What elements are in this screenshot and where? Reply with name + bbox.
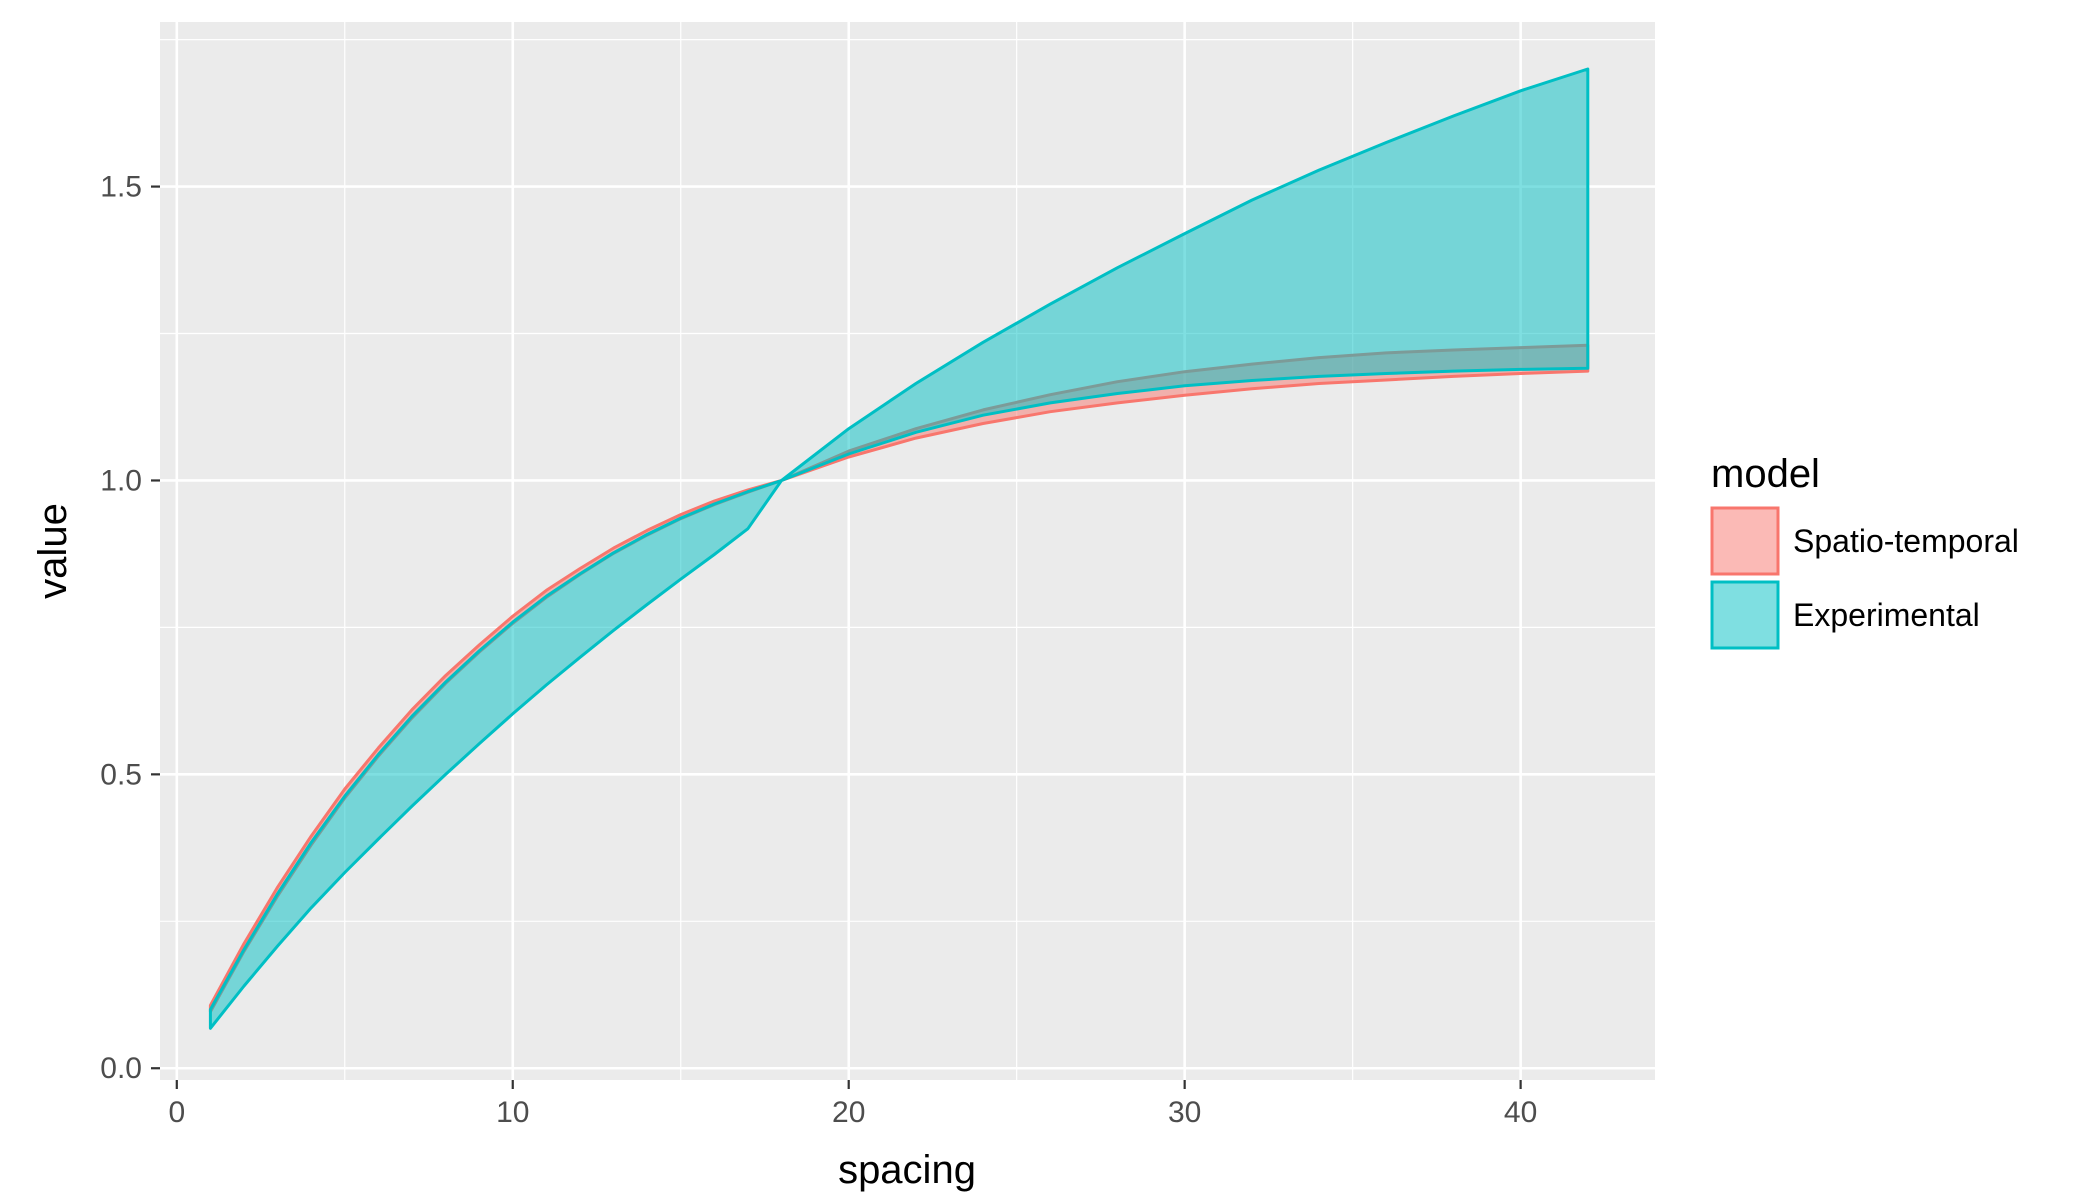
x-axis-title: spacing [838,1148,976,1192]
legend-label-spatio-temporal: Spatio-temporal [1793,523,2019,559]
ribbon-experimental [208,67,1590,1030]
y-axis: 0.0 0.5 1.0 1.5 [100,171,160,1085]
y-tick-label: 1.0 [100,464,142,497]
legend-title: model [1711,452,1820,496]
y-axis-title: value [31,503,75,599]
grid-major [160,22,1655,1080]
x-tick-label: 40 [1504,1096,1537,1129]
y-tick-label: 0.0 [100,1052,142,1085]
x-tick-label: 30 [1168,1096,1201,1129]
legend-label-experimental: Experimental [1793,597,1980,633]
y-tick-label: 1.5 [100,171,142,204]
legend-key-experimental [1710,580,1780,650]
series-layer [208,67,1590,1030]
x-tick-label: 20 [832,1096,865,1129]
y-tick-label: 0.5 [100,758,142,791]
legend: model Spatio-temporal Experimental [1710,452,2019,650]
x-axis: 0 10 20 30 40 [168,1080,1537,1129]
x-tick-label: 0 [168,1096,185,1129]
legend-key-spatio-temporal [1710,506,1780,576]
x-tick-label: 10 [496,1096,529,1129]
